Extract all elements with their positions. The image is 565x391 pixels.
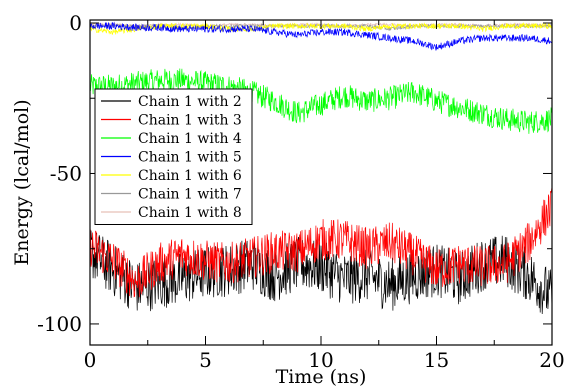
legend-label: Chain 1 with 2 [138, 94, 242, 110]
legend-label: Chain 1 with 4 [138, 131, 242, 147]
series-line-2 [90, 186, 552, 298]
x-tick-label: 0 [84, 348, 97, 372]
series-line-4 [90, 21, 552, 51]
series-line-3 [90, 68, 552, 134]
y-tick-label: 0 [69, 11, 82, 35]
legend-label: Chain 1 with 3 [138, 113, 242, 129]
legend-label: Chain 1 with 8 [138, 205, 242, 221]
legend: Chain 1 with 2 Chain 1 with 3 Chain 1 with… [94, 88, 253, 225]
y-tick-label: -100 [37, 312, 82, 336]
x-tick-label: 10 [308, 348, 333, 372]
y-axis-label: Energy (lcal/mol) [11, 99, 33, 265]
x-tick-label: 15 [424, 348, 449, 372]
legend-label: Chain 1 with 7 [138, 187, 242, 203]
x-axis-label: Time (ns) [276, 366, 367, 387]
y-tick-label: -50 [50, 161, 82, 185]
x-tick-label: 5 [199, 348, 212, 372]
legend-label: Chain 1 with 5 [138, 150, 242, 166]
legend-label: Chain 1 with 6 [138, 168, 242, 184]
tick-layer: 0 5 10 15 20 -100 -50 0 [37, 11, 565, 372]
x-tick-label: 20 [539, 348, 564, 372]
